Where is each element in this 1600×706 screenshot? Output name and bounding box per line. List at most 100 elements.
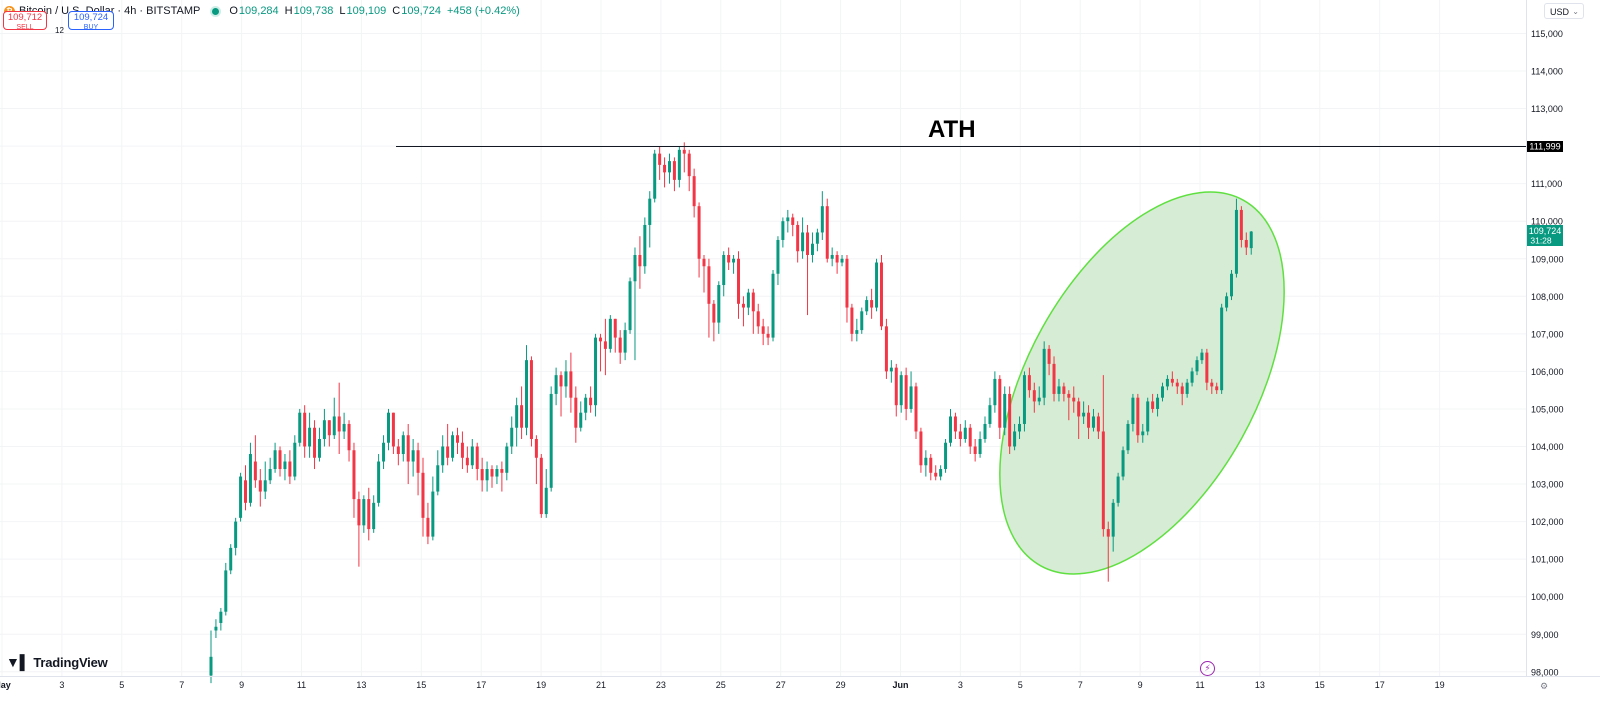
candle xyxy=(1111,499,1115,552)
candle-body xyxy=(1230,273,1234,297)
candle xyxy=(475,442,479,481)
candle xyxy=(633,247,637,361)
candle-body xyxy=(1225,296,1229,308)
buy-button[interactable]: 109,724 BUY xyxy=(68,10,114,31)
candle xyxy=(1027,367,1031,398)
candle-body xyxy=(529,360,533,439)
candle-body xyxy=(480,469,484,481)
candle xyxy=(436,450,440,496)
candle-body xyxy=(737,258,741,304)
candle-body xyxy=(362,499,366,526)
candle-body xyxy=(342,423,346,432)
candle xyxy=(1077,397,1081,439)
last-price-text: 109,724 xyxy=(1529,226,1562,236)
candle-body xyxy=(500,469,504,473)
candle-body xyxy=(860,311,864,331)
candle-body xyxy=(1165,378,1169,387)
time-tick-label: May xyxy=(0,680,11,690)
candle xyxy=(1072,386,1076,413)
candle xyxy=(628,277,632,334)
candle-body xyxy=(594,337,598,406)
candle-body xyxy=(253,461,257,481)
candle-body xyxy=(815,232,819,244)
candle xyxy=(219,607,223,631)
lightning-icon[interactable]: ⚡ xyxy=(1200,661,1215,676)
candle xyxy=(939,465,943,481)
candle-body xyxy=(263,480,267,492)
candle-body xyxy=(653,153,657,199)
candle-body xyxy=(889,367,893,372)
candle xyxy=(1003,386,1007,436)
candle-body xyxy=(579,412,583,428)
candle xyxy=(214,619,218,639)
candle-body xyxy=(327,420,331,436)
candle xyxy=(268,457,272,485)
candle xyxy=(209,630,213,684)
time-tick-label: 19 xyxy=(536,680,546,690)
sell-button[interactable]: 109,712 SELL xyxy=(3,10,47,31)
candle-body xyxy=(313,427,317,458)
time-tick-label: Jun xyxy=(892,680,908,690)
time-tick-label: 13 xyxy=(356,680,366,690)
candle xyxy=(589,386,593,413)
candle xyxy=(613,318,617,353)
price-tick-label: 99,000 xyxy=(1531,630,1559,640)
price-tick-label: 107,000 xyxy=(1531,329,1564,339)
candle xyxy=(377,454,381,507)
candle xyxy=(529,356,533,447)
candle xyxy=(1032,382,1036,413)
price-axis[interactable]: 98,000 99,000 100,000 101,000 102,000 103,000… xyxy=(1531,29,1564,677)
time-axis[interactable]: May 3 5 7 9 11 13 15 17 19 21 23 25 27 29 Jun 3 5 7 9 11 13 15… xyxy=(0,680,1445,690)
candle-body xyxy=(569,371,573,398)
ath-annotation[interactable]: ATH xyxy=(928,116,976,143)
candle xyxy=(426,502,430,545)
candle xyxy=(663,157,667,188)
currency-select[interactable]: USD ⌄ xyxy=(1544,3,1584,19)
candle xyxy=(401,431,405,462)
price-tick-label: 100,000 xyxy=(1531,592,1564,602)
candle-body xyxy=(998,378,1002,428)
candle xyxy=(761,318,765,346)
candle-body xyxy=(899,375,903,406)
candle-body xyxy=(623,330,627,353)
candle xyxy=(1165,375,1169,391)
candle xyxy=(638,236,642,289)
candle-body xyxy=(322,420,326,439)
tradingview-mark-icon: ▼▌ xyxy=(6,654,30,670)
candle xyxy=(796,221,800,263)
candle-body xyxy=(224,570,228,612)
candle xyxy=(732,254,736,274)
tradingview-logo[interactable]: ▼▌ TradingView xyxy=(6,654,108,670)
candle-body xyxy=(687,153,691,177)
highlight-ellipse[interactable] xyxy=(941,145,1343,621)
candle-body xyxy=(1185,382,1189,394)
candle-body xyxy=(1087,412,1091,428)
candle xyxy=(1067,390,1071,421)
candle-body xyxy=(1018,423,1022,432)
candle-body xyxy=(1121,450,1125,477)
settings-gear-icon[interactable]: ⚙ xyxy=(1540,681,1549,691)
candle xyxy=(919,427,923,473)
candle xyxy=(776,236,780,286)
candle xyxy=(253,435,257,488)
candle-body xyxy=(1082,412,1086,417)
candle-body xyxy=(929,457,933,473)
candle-body xyxy=(1151,401,1155,409)
price-tick-label: 105,000 xyxy=(1531,404,1564,414)
candle-body xyxy=(549,393,553,488)
candle-body xyxy=(722,254,726,286)
candle-body xyxy=(1037,397,1041,402)
candle-body xyxy=(1008,393,1012,447)
candle-body xyxy=(771,273,775,338)
candle-body xyxy=(1234,209,1238,274)
candle xyxy=(510,416,514,455)
candle xyxy=(1170,371,1174,387)
candle xyxy=(712,300,716,342)
candle-body xyxy=(401,435,405,455)
candle xyxy=(248,442,252,507)
time-tick-label: 27 xyxy=(776,680,786,690)
candle-body xyxy=(1136,397,1140,436)
candle-body xyxy=(584,397,588,413)
candle-body xyxy=(618,337,622,353)
